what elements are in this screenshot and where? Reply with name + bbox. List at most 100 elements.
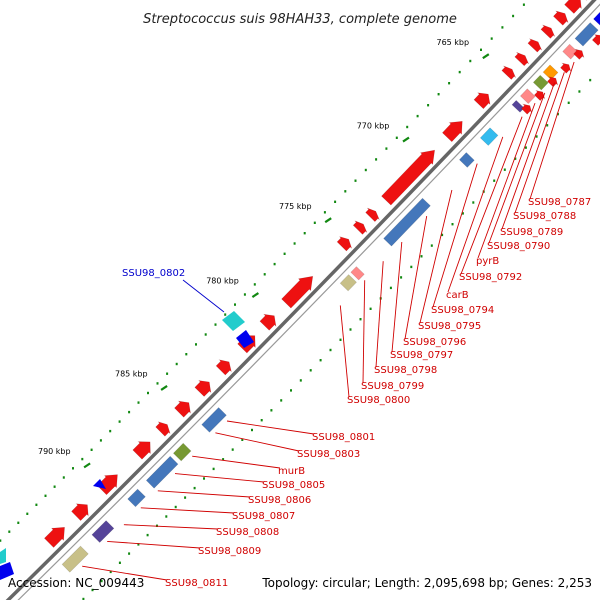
gene-label[interactable]: SSU98_0792	[459, 272, 522, 283]
leader-line	[488, 92, 546, 244]
feature-block[interactable]	[532, 74, 549, 91]
major-tick	[324, 217, 332, 224]
cds-arrow[interactable]	[573, 48, 585, 60]
gene-label[interactable]: SSU98_0802	[122, 268, 185, 279]
cds-arrow[interactable]	[533, 89, 546, 102]
gene-label[interactable]: murB	[278, 466, 305, 477]
feature-block[interactable]	[0, 562, 14, 580]
cds-arrow[interactable]	[552, 10, 569, 26]
minor-tick	[166, 372, 169, 375]
minor-tick	[62, 476, 65, 479]
cds-arrow[interactable]	[215, 359, 232, 376]
feature-block[interactable]	[145, 455, 179, 489]
gene-label[interactable]: SSU98_0789	[500, 227, 563, 238]
cds-arrow[interactable]	[560, 62, 572, 74]
gene-label[interactable]: SSU98_0790	[487, 241, 550, 252]
gene-label[interactable]: SSU98_0788	[513, 211, 576, 222]
minor-tick	[451, 223, 454, 226]
gene-label[interactable]: SSU98_0807	[232, 511, 295, 522]
cds-arrow[interactable]	[336, 236, 352, 252]
minor-tick	[395, 136, 398, 139]
feature-block[interactable]	[222, 311, 245, 331]
gene-label[interactable]: SSU98_0803	[297, 449, 360, 460]
minor-tick	[185, 353, 188, 356]
cds-arrow[interactable]	[501, 65, 516, 80]
gene-label[interactable]: SSU98_0795	[418, 321, 481, 332]
gene-label[interactable]: SSU98_0794	[431, 305, 494, 316]
minor-tick	[344, 190, 347, 193]
minor-tick	[524, 146, 527, 149]
cds-arrow[interactable]	[564, 0, 582, 14]
minor-tick	[82, 597, 85, 600]
gene-label[interactable]: SSU98_0796	[403, 337, 466, 348]
cds-arrow[interactable]	[71, 503, 89, 522]
minor-tick	[410, 265, 413, 269]
feature-block[interactable]	[383, 197, 431, 247]
gene-label[interactable]: carB	[446, 290, 469, 301]
cds-arrow[interactable]	[259, 313, 277, 331]
minor-tick	[204, 333, 207, 336]
cds-arrow[interactable]	[514, 52, 529, 67]
cds-arrow[interactable]	[155, 421, 171, 437]
cds-arrow[interactable]	[441, 120, 463, 143]
leader-line	[192, 455, 281, 469]
gene-label[interactable]: SSU98_0809	[198, 546, 261, 557]
gene-label[interactable]: SSU98_0797	[390, 350, 453, 361]
cds-arrow[interactable]	[194, 380, 212, 397]
cds-arrow[interactable]	[93, 479, 106, 489]
feature-block[interactable]	[91, 520, 115, 543]
minor-tick	[522, 3, 525, 6]
feature-block[interactable]	[519, 88, 536, 105]
minor-tick	[234, 303, 236, 306]
feature-block[interactable]	[350, 266, 365, 281]
feature-block[interactable]	[542, 64, 559, 81]
gene-label[interactable]: SSU98_0799	[361, 381, 424, 392]
gene-label[interactable]: SSU98_0787	[528, 197, 591, 208]
kbp-label: 765 kbp	[436, 38, 469, 47]
feature-block[interactable]	[458, 152, 475, 168]
cds-arrow[interactable]	[365, 207, 380, 223]
gene-label[interactable]: pyrB	[476, 256, 499, 267]
gene-label[interactable]: SSU98_0801	[312, 432, 375, 443]
minor-tick	[364, 168, 367, 172]
feature-block[interactable]	[574, 22, 599, 47]
feature-block[interactable]	[172, 442, 192, 462]
cds-arrow[interactable]	[132, 441, 151, 460]
cds-arrow[interactable]	[527, 38, 543, 53]
cds-arrow[interactable]	[381, 149, 436, 206]
minor-tick	[493, 179, 496, 182]
minor-tick	[263, 273, 266, 276]
gene-label[interactable]: SSU98_0808	[216, 527, 279, 538]
feature-block[interactable]	[511, 99, 525, 113]
minor-tick	[375, 158, 378, 161]
cds-arrow[interactable]	[43, 526, 65, 548]
cds-arrow[interactable]	[174, 400, 191, 418]
gene-label[interactable]: SSU98_0806	[248, 495, 311, 506]
cds-arrow[interactable]	[352, 220, 368, 235]
cds-arrow[interactable]	[521, 103, 533, 115]
feature-block[interactable]	[61, 545, 89, 573]
cds-arrow[interactable]	[236, 330, 254, 348]
cds-arrow[interactable]	[96, 474, 118, 496]
gene-label[interactable]: SSU98_0811	[165, 578, 228, 589]
minor-tick	[309, 369, 312, 372]
feature-block[interactable]	[479, 127, 499, 146]
cds-arrow[interactable]	[546, 76, 559, 88]
cds-arrow[interactable]	[473, 92, 491, 110]
feature-block[interactable]	[201, 407, 227, 433]
minor-tick	[109, 429, 112, 433]
cds-arrow[interactable]	[591, 34, 600, 46]
gene-label[interactable]: SSU98_0800	[347, 395, 410, 406]
feature-block[interactable]	[127, 488, 146, 508]
kbp-label: 790 kbp	[38, 447, 71, 456]
minor-tick	[165, 515, 168, 518]
gene-label[interactable]: SSU98_0798	[374, 365, 437, 376]
gene-label[interactable]: SSU98_0805	[262, 480, 325, 491]
cds-arrow[interactable]	[281, 275, 314, 309]
feature-block[interactable]	[593, 0, 600, 26]
feature-block[interactable]	[0, 548, 6, 564]
feature-block[interactable]	[339, 274, 357, 292]
cds-arrow[interactable]	[540, 24, 556, 39]
